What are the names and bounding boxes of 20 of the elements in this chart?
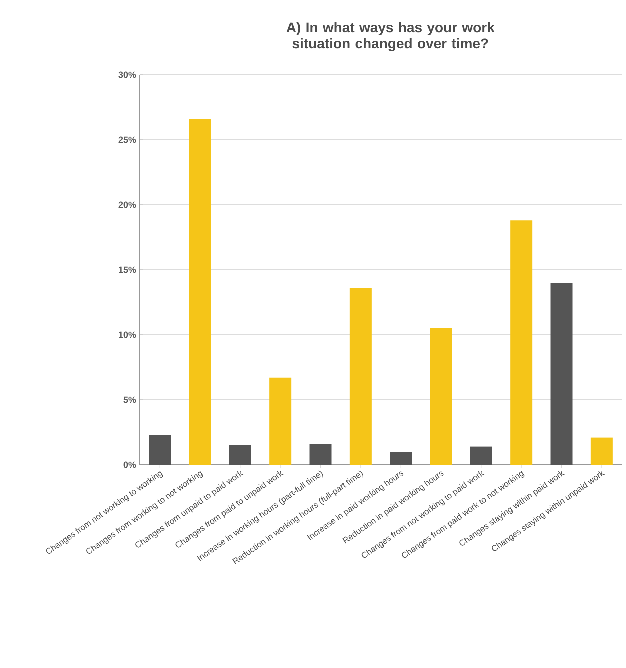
bar (149, 435, 172, 465)
bar (270, 378, 292, 465)
bar (510, 220, 533, 465)
bar (189, 119, 212, 465)
bar (470, 446, 492, 465)
bar (310, 444, 332, 465)
bar (390, 452, 412, 465)
y-tick-label: 25% (118, 136, 136, 144)
y-tick-label: 20% (118, 202, 136, 208)
bar (430, 328, 452, 465)
bar (350, 288, 372, 465)
y-tick-label: 0% (124, 462, 136, 468)
bar (229, 446, 252, 465)
chart-title: A) In what ways has your work situation changed over time? (286, 22, 495, 52)
bar (550, 282, 573, 465)
y-tick-label: 5% (124, 396, 136, 404)
y-tick-label: 30% (118, 72, 136, 78)
y-tick-label: 15% (119, 266, 136, 274)
bar (590, 438, 613, 465)
y-tick-label: 10% (119, 332, 136, 338)
